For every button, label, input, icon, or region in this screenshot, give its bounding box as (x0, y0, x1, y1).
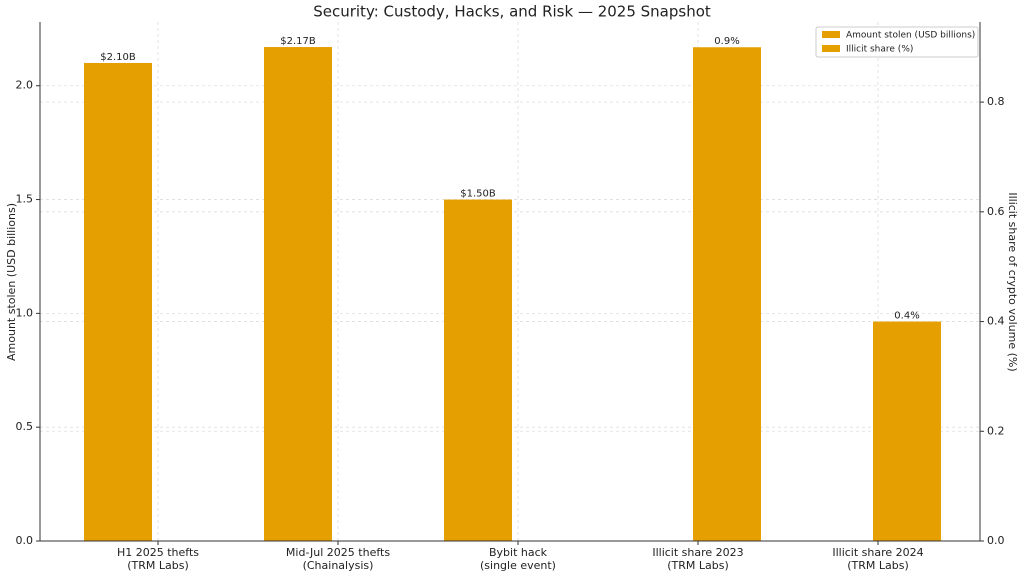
bar (693, 47, 761, 541)
y-axis-label: Amount stolen (USD billions) (5, 203, 18, 361)
value-label: $1.50B (460, 189, 496, 200)
y-tick-label: 2.0 (16, 79, 34, 92)
bar (264, 47, 332, 541)
y-tick-label: 0.0 (16, 534, 34, 547)
y2-axis-label: Illicit share of crypto volume (%) (1006, 192, 1019, 371)
y2-tick-label: 0.8 (987, 95, 1005, 108)
chart-title: Security: Custody, Hacks, and Risk — 202… (313, 3, 711, 21)
value-label: $2.10B (100, 52, 136, 63)
legend-label: Illicit share (%) (846, 45, 913, 55)
x-tick-label: Illicit share 2024 (TRM Labs) (832, 546, 923, 572)
y-tick-label: 1.0 (16, 306, 34, 319)
x-tick-label: Mid-Jul 2025 thefts (Chainalysis) (286, 546, 390, 572)
legend-swatch (822, 45, 840, 52)
x-tick-label: H1 2025 thefts (TRM Labs) (117, 546, 199, 572)
bar (444, 199, 512, 542)
bar (84, 62, 152, 541)
y2-tick-label: 0.0 (987, 534, 1005, 547)
legend: Amount stolen (USD billions) Illicit shar… (815, 26, 979, 58)
value-label: 0.4% (894, 311, 919, 322)
y-tick-label: 1.5 (16, 193, 34, 206)
value-label: 0.9% (714, 36, 739, 47)
legend-swatch (822, 31, 840, 38)
bar (873, 321, 941, 541)
value-label: $2.17B (280, 36, 316, 47)
legend-label: Amount stolen (USD billions) (846, 31, 975, 41)
y2-tick-label: 0.2 (987, 424, 1005, 437)
legend-frame (815, 26, 979, 58)
y2-tick-label: 0.4 (987, 315, 1005, 328)
y2-tick-label: 0.6 (987, 205, 1005, 218)
x-tick-label: Bybit hack (single event) (480, 546, 556, 572)
y-tick-label: 0.5 (16, 420, 34, 433)
x-tick-label: Illicit share 2023 (TRM Labs) (652, 546, 743, 572)
